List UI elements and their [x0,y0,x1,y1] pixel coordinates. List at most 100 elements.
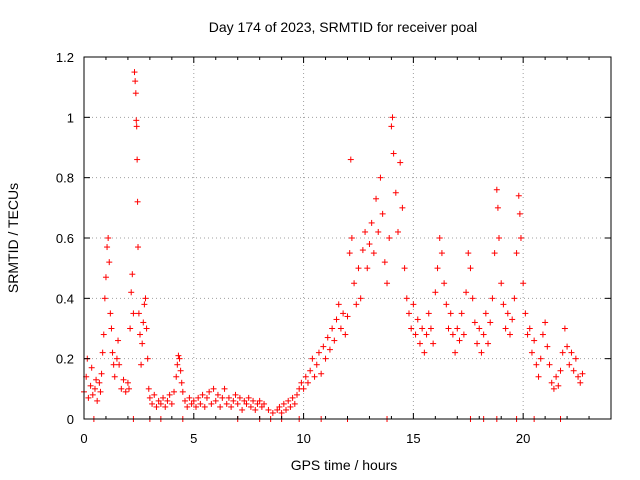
data-point [496,235,503,241]
data-point [364,265,371,272]
data-point [173,373,180,380]
data-point [107,310,114,317]
data-point [399,204,406,211]
data-point [388,123,395,130]
data-point [555,382,562,389]
data-point [197,400,204,407]
data-point [287,403,294,410]
data-point [322,355,329,362]
y-tick-label: 1 [67,110,74,125]
x-axis-label: GPS time / hours [291,457,398,473]
data-point [397,159,404,166]
data-point [548,379,555,386]
data-point [326,346,333,353]
data-point [108,325,115,332]
data-point [133,117,140,124]
data-point [403,295,410,302]
data-point [96,379,103,386]
data-point [304,379,311,386]
data-point [480,331,487,338]
data-point [109,349,116,356]
x-tick-label: 0 [80,431,87,446]
data-point [329,325,336,332]
data-point [142,295,149,302]
data-point [471,319,478,326]
data-point [132,78,139,85]
data-point [208,400,215,407]
data-point [441,280,448,287]
x-tick-label: 5 [190,431,197,446]
data-point [469,295,476,302]
data-point [537,355,544,362]
data-point [528,349,535,356]
data-point [478,349,485,356]
data-point [126,385,133,392]
data-point [182,397,189,404]
data-point [206,388,213,395]
data-point [524,331,531,338]
data-point [118,385,125,392]
data-point [572,355,579,362]
plot-frame [83,56,612,420]
data-point [228,403,235,410]
data-point [561,325,568,332]
data-point [166,391,173,398]
data-point [289,394,296,401]
data-point [146,394,153,401]
data-point [463,289,470,296]
data-point [553,373,560,380]
data-point [506,331,513,338]
data-point [535,373,542,380]
data-point [232,391,239,398]
data-point [186,394,193,401]
data-point [489,295,496,302]
data-point [88,364,95,371]
data-point [111,373,118,380]
data-point [359,247,366,254]
data-point [516,210,523,217]
data-point [274,406,281,413]
data-point [379,210,386,217]
data-point [465,250,472,257]
data-point [520,280,527,287]
data-point [225,394,232,401]
data-point [298,379,305,386]
data-point [149,400,156,407]
y-tick-label: 0 [67,412,74,427]
data-point [245,394,252,401]
data-point [302,373,309,380]
data-point [557,367,564,374]
data-point [269,409,276,416]
data-point [175,352,182,359]
data-point [221,385,228,392]
data-point [389,114,396,121]
data-point [135,310,142,317]
data-point [544,343,551,350]
data-point [178,379,185,386]
x-tick-label: 20 [516,431,530,446]
data-point [128,289,135,296]
data-point [133,123,140,130]
data-point [445,325,452,332]
data-point [405,310,412,317]
data-point [348,235,355,241]
data-point [318,370,325,377]
data-point [153,403,160,410]
data-point [89,391,96,398]
y-tick-label: 0.8 [56,171,74,186]
data-point [145,385,152,392]
axis-ticks [83,56,611,420]
data-point [195,394,202,401]
data-point [375,228,382,235]
data-point [346,250,353,257]
y-tick-label: 0.6 [56,231,74,246]
data-point [357,295,364,302]
data-point [93,376,100,383]
data-point [570,367,577,374]
data-point [201,403,208,410]
data-point [223,400,230,407]
data-point [85,394,92,401]
data-point [443,301,450,308]
data-point [419,325,426,332]
data-point [568,349,575,356]
